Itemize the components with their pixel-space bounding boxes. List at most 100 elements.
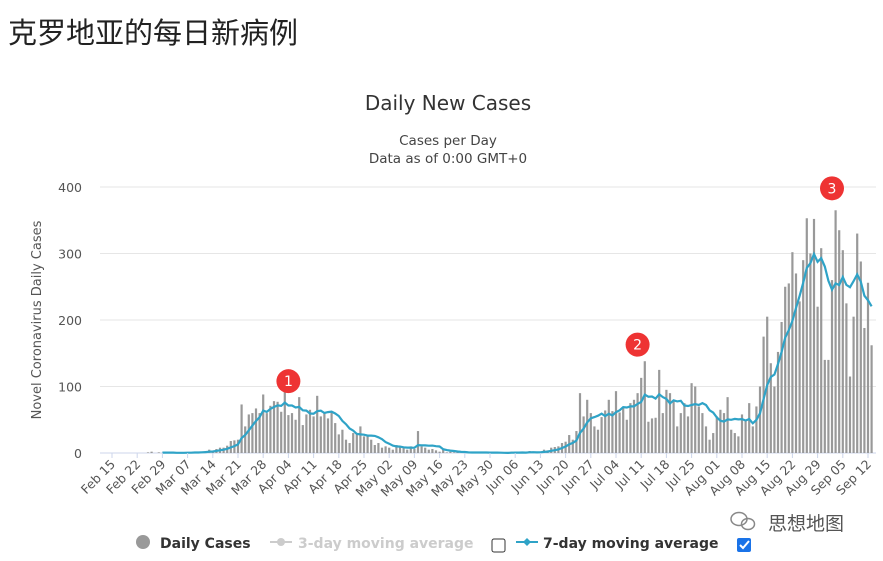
bar-daily-cases[interactable] <box>434 450 438 453</box>
bar-daily-cases[interactable] <box>326 418 330 453</box>
bar-daily-cases[interactable] <box>661 413 664 453</box>
bar-daily-cases[interactable] <box>859 261 862 453</box>
bar-daily-cases[interactable] <box>413 449 416 453</box>
bar-daily-cases[interactable] <box>398 447 402 453</box>
bar-daily-cases[interactable] <box>787 283 790 453</box>
bar-daily-cases[interactable] <box>316 395 319 453</box>
bar-daily-cases[interactable] <box>665 389 668 453</box>
bar-daily-cases[interactable] <box>380 447 384 453</box>
line-7day-average[interactable] <box>162 251 873 455</box>
bar-daily-cases[interactable] <box>794 273 798 453</box>
bar-daily-cases[interactable] <box>424 447 427 453</box>
bar-daily-cases[interactable] <box>622 407 625 453</box>
bar-daily-cases[interactable] <box>672 399 675 453</box>
bar-daily-cases[interactable] <box>809 253 812 454</box>
bar-daily-cases[interactable] <box>359 426 362 453</box>
bar-daily-cases[interactable] <box>607 399 610 453</box>
bar-daily-cases[interactable] <box>834 210 837 453</box>
bar-daily-cases[interactable] <box>258 413 261 453</box>
bar-daily-cases[interactable] <box>344 439 348 453</box>
bar-daily-cases[interactable] <box>647 421 650 453</box>
bar-daily-cases[interactable] <box>157 452 160 453</box>
bar-daily-cases[interactable] <box>420 446 423 453</box>
bar-daily-cases[interactable] <box>272 401 276 453</box>
bar-daily-cases[interactable] <box>852 316 855 453</box>
bar-daily-cases[interactable] <box>146 452 150 453</box>
bar-daily-cases[interactable] <box>341 429 344 453</box>
bar-daily-cases[interactable] <box>319 416 322 453</box>
bar-daily-cases[interactable] <box>848 376 852 453</box>
bar-daily-cases[interactable] <box>870 345 873 453</box>
bar-daily-cases[interactable] <box>388 447 391 453</box>
bar-daily-cases[interactable] <box>802 260 805 453</box>
bar-daily-cases[interactable] <box>820 248 823 453</box>
bar-daily-cases[interactable] <box>445 452 448 453</box>
bar-daily-cases[interactable] <box>265 413 268 453</box>
bar-daily-cases[interactable] <box>362 436 366 453</box>
bar-daily-cases[interactable] <box>632 399 636 453</box>
bar-daily-cases[interactable] <box>856 233 859 453</box>
bar-daily-cases[interactable] <box>247 414 250 453</box>
bar-daily-cases[interactable] <box>582 416 585 453</box>
bar-daily-cases[interactable] <box>575 431 578 453</box>
bar-daily-cases[interactable] <box>636 393 639 453</box>
bar-daily-cases[interactable] <box>755 406 758 453</box>
bar-daily-cases[interactable] <box>679 413 682 453</box>
bar-daily-cases[interactable] <box>812 218 816 453</box>
bar-daily-cases[interactable] <box>701 413 704 453</box>
bar-daily-cases[interactable] <box>352 433 355 453</box>
bar-daily-cases[interactable] <box>773 386 776 454</box>
bar-daily-cases[interactable] <box>294 419 297 453</box>
bar-daily-cases[interactable] <box>589 413 592 453</box>
bar-daily-cases[interactable] <box>719 409 722 453</box>
7day-checkbox[interactable] <box>737 538 751 552</box>
bar-daily-cases[interactable] <box>827 359 830 453</box>
bar-daily-cases[interactable] <box>438 451 441 453</box>
bar-daily-cases[interactable] <box>841 250 844 453</box>
bar-daily-cases[interactable] <box>276 401 279 453</box>
bar-daily-cases[interactable] <box>449 451 452 453</box>
bar-daily-cases[interactable] <box>442 449 445 453</box>
bar-daily-cases[interactable] <box>629 403 632 453</box>
bar-daily-cases[interactable] <box>427 449 430 453</box>
bar-daily-cases[interactable] <box>280 411 283 453</box>
bar-daily-cases[interactable] <box>748 403 751 453</box>
bar-daily-cases[interactable] <box>308 409 312 453</box>
bar-daily-cases[interactable] <box>838 230 841 453</box>
bar-daily-cases[interactable] <box>409 446 412 453</box>
bar-daily-cases[interactable] <box>298 397 301 453</box>
annotation-marker[interactable] <box>625 332 650 357</box>
bar-daily-cases[interactable] <box>262 394 265 453</box>
bar-daily-cases[interactable] <box>431 449 434 453</box>
bar-daily-cases[interactable] <box>323 413 326 453</box>
bar-daily-cases[interactable] <box>236 439 240 453</box>
bar-daily-cases[interactable] <box>406 449 409 453</box>
bar-daily-cases[interactable] <box>694 386 697 454</box>
bar-daily-cases[interactable] <box>348 443 351 453</box>
bar-daily-cases[interactable] <box>715 416 718 453</box>
bar-daily-cases[interactable] <box>654 417 657 453</box>
bar-daily-cases[interactable] <box>643 361 646 453</box>
bar-daily-cases[interactable] <box>593 426 596 453</box>
bar-daily-cases[interactable] <box>744 419 747 453</box>
legend-3day-average[interactable]: 3-day moving average <box>270 536 474 552</box>
bar-daily-cases[interactable] <box>640 377 643 453</box>
bar-daily-cases[interactable] <box>287 415 290 453</box>
bar-daily-cases[interactable] <box>625 419 628 453</box>
legend-daily-cases[interactable]: Daily Cases <box>136 535 251 552</box>
bar-daily-cases[interactable] <box>690 383 693 453</box>
bar-daily-cases[interactable] <box>708 439 711 453</box>
bar-daily-cases[interactable] <box>676 426 679 453</box>
bar-daily-cases[interactable] <box>798 301 801 453</box>
bar-daily-cases[interactable] <box>780 321 783 453</box>
bar-daily-cases[interactable] <box>283 389 286 453</box>
bar-daily-cases[interactable] <box>712 433 715 453</box>
bar-daily-cases[interactable] <box>618 412 621 453</box>
bar-daily-cases[interactable] <box>658 369 661 453</box>
bar-daily-cases[interactable] <box>456 452 459 453</box>
bar-daily-cases[interactable] <box>391 449 394 453</box>
bar-daily-cases[interactable] <box>611 411 614 453</box>
bar-daily-cases[interactable] <box>726 397 729 453</box>
bar-daily-cases[interactable] <box>791 252 794 453</box>
3day-checkbox[interactable] <box>491 538 506 553</box>
